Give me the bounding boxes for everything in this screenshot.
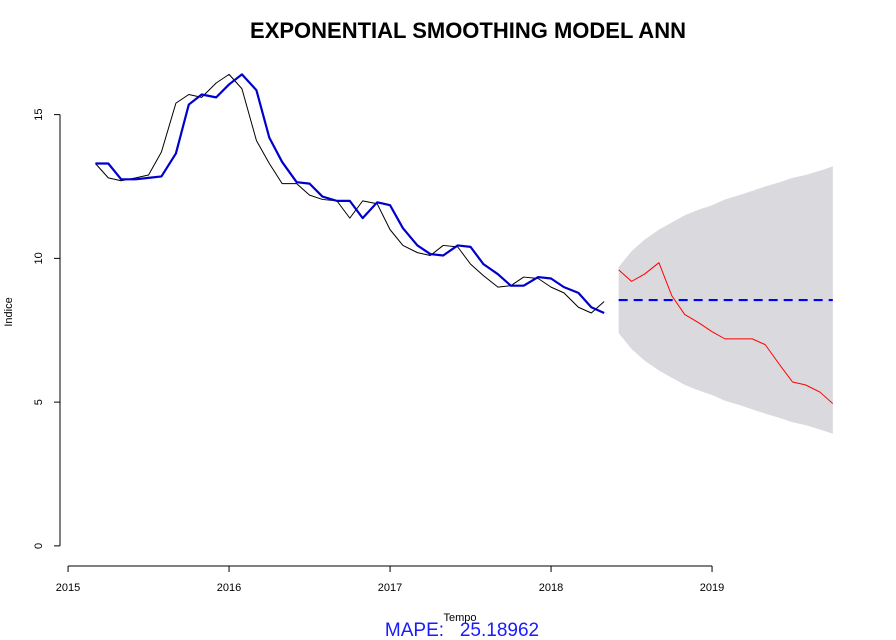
y-axis-ticks: 0 5 10 15 [33, 109, 60, 549]
x-axis-ticks: 2015 2016 2017 2018 2019 [56, 566, 724, 594]
x-tick-label: 2016 [217, 582, 241, 594]
series-line-actual [95, 73, 605, 314]
x-axis-label: Tempo [443, 612, 476, 624]
y-tick-label: 5 [33, 399, 45, 405]
x-tick-label: 2018 [539, 582, 563, 594]
mape-annotation: MAPE: 25.18962 [385, 620, 539, 640]
x-tick-label: 2019 [700, 582, 724, 594]
x-tick-label: 2017 [378, 582, 402, 594]
y-tick-label: 0 [33, 543, 45, 549]
y-tick-label: 10 [33, 252, 45, 264]
y-axis-label: Indice [3, 297, 15, 326]
y-tick-label: 15 [33, 109, 45, 121]
series-line-fitted [95, 73, 605, 315]
chart-title: EXPONENTIAL SMOOTHING MODEL ANN [250, 18, 686, 43]
series-line-holdout [618, 262, 834, 404]
x-tick-label: 2015 [56, 582, 80, 594]
series-layer [95, 73, 834, 404]
